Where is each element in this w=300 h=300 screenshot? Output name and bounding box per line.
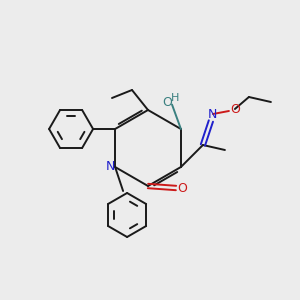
Text: O: O <box>162 96 172 109</box>
Text: O: O <box>230 103 240 116</box>
Text: H: H <box>171 93 179 103</box>
Text: N: N <box>105 160 115 172</box>
Text: N: N <box>208 107 218 121</box>
Text: O: O <box>177 182 187 194</box>
